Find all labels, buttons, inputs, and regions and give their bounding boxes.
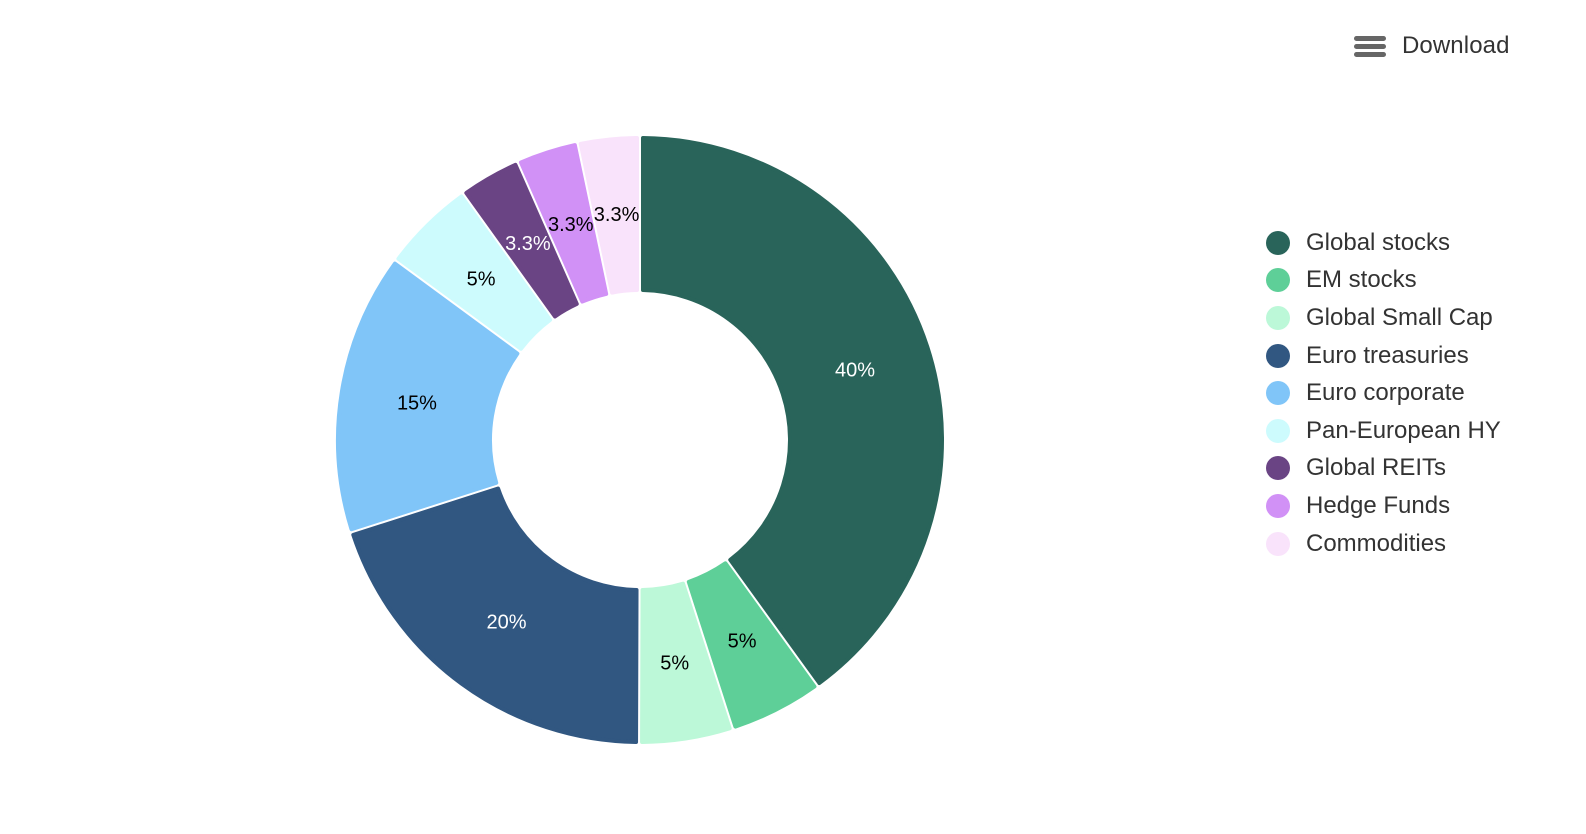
legend-label: EM stocks (1306, 266, 1417, 294)
legend-marker (1266, 493, 1290, 518)
hamburger-menu-icon (1354, 36, 1386, 57)
slice-global-small-cap[interactable] (640, 581, 732, 744)
legend-marker (1266, 418, 1290, 443)
slice-labels-layer: 40%5%5%20%15%5%3.3%3.3% 3.3% (397, 204, 875, 674)
legend-item[interactable]: Euro corporate (1266, 374, 1501, 412)
legend-item[interactable]: Commodities (1266, 525, 1501, 563)
slice-euro-corporate[interactable] (336, 261, 520, 532)
slice-euro-treasuries[interactable] (351, 486, 639, 744)
download-button[interactable]: Download (1352, 26, 1510, 66)
legend-item[interactable]: Hedge Funds (1266, 487, 1501, 525)
slice-global-stocks[interactable] (641, 136, 945, 685)
slice-data-label: 3.3% (505, 233, 551, 255)
legend-item[interactable]: Pan-European HY (1266, 412, 1501, 450)
legend-label: Euro corporate (1306, 379, 1465, 407)
legend-label: Commodities (1306, 529, 1447, 557)
chart-legend: Global stocks EM stocks Global Small Cap Eu… (1266, 224, 1501, 562)
slice-data-label: 5% (660, 652, 689, 674)
legend-item[interactable]: Global REITs (1266, 450, 1501, 488)
legend-item[interactable]: Global Small Cap (1266, 299, 1501, 337)
legend-label: Global REITs (1306, 454, 1447, 482)
legend-label: Hedge Funds (1306, 491, 1451, 519)
slice-pan-european-hy[interactable] (396, 194, 553, 351)
legend-marker (1266, 456, 1290, 481)
legend-label: Euro treasuries (1306, 341, 1469, 369)
slice-data-label: 5% (467, 268, 496, 290)
download-label: Download (1402, 32, 1510, 59)
legend-marker (1266, 381, 1290, 406)
legend-item[interactable]: EM stocks (1266, 262, 1501, 300)
slice-em-stocks[interactable] (686, 561, 817, 729)
slice-commodities[interactable] (578, 136, 639, 295)
slice-data-label: 40% (835, 359, 875, 381)
legend-label: Global stocks (1306, 228, 1451, 256)
slice-data-label: 20% (486, 611, 526, 633)
legend-marker (1266, 230, 1290, 255)
legend-item[interactable]: Global stocks (1266, 224, 1501, 262)
legend-item[interactable]: Euro treasuries (1266, 337, 1501, 375)
legend-marker (1266, 268, 1290, 293)
legend-marker (1266, 305, 1290, 330)
legend-label: Pan-European HY (1306, 416, 1501, 444)
legend-marker (1266, 531, 1290, 556)
slice-global-reits[interactable] (464, 162, 579, 319)
slice-data-label: 3.3% (594, 204, 640, 226)
slice-data-label: 5% (728, 631, 757, 653)
slice-hedge-funds[interactable] (518, 143, 609, 304)
slice-data-label: 3.3% (548, 214, 594, 236)
slice-data-label: 15% (397, 393, 437, 415)
slices-layer (336, 136, 945, 744)
legend-label: Global Small Cap (1306, 303, 1493, 331)
legend-marker (1266, 343, 1290, 368)
